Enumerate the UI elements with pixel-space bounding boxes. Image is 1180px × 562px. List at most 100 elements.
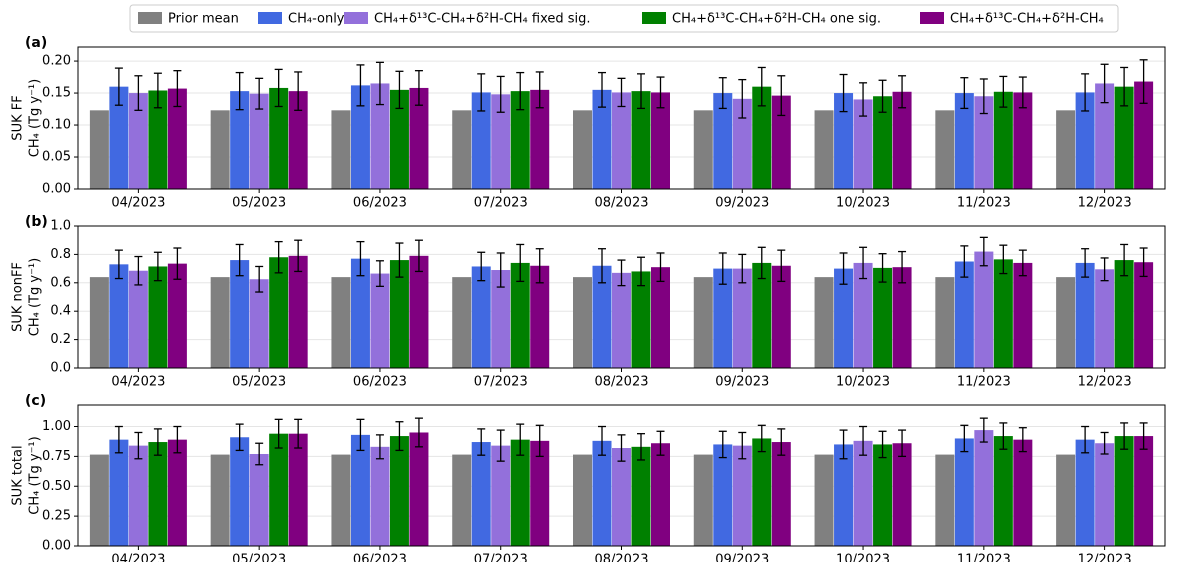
error-bar <box>999 244 1008 275</box>
error-bar <box>757 246 766 280</box>
bar <box>752 86 772 189</box>
y-tick-label: 0.15 <box>42 86 71 101</box>
bar <box>109 264 129 368</box>
error-bar <box>395 242 404 278</box>
error-bar <box>1139 422 1148 450</box>
bar <box>631 91 651 189</box>
bar <box>350 434 370 546</box>
bar <box>853 440 873 546</box>
y-tick-label: 0.20 <box>42 54 71 69</box>
bar <box>230 91 250 189</box>
error-bar <box>878 253 887 283</box>
error-bar <box>1081 248 1090 278</box>
bar <box>993 91 1013 189</box>
error-bar <box>516 243 525 283</box>
bar <box>834 93 854 189</box>
legend-label: Prior mean <box>168 12 239 27</box>
bar <box>853 99 873 189</box>
error-bar <box>738 431 747 460</box>
x-tick-label: 05/2023 <box>232 553 286 562</box>
bar <box>167 88 187 189</box>
legend-label: CH₄-only <box>288 12 345 27</box>
legend-swatch <box>344 12 368 24</box>
legend-label: CH₄+δ¹³C-CH₄+δ²H-CH₄ one sig. <box>672 12 881 27</box>
error-bar <box>738 253 747 284</box>
error-bar <box>235 71 244 111</box>
bar <box>592 440 612 546</box>
y-tick-label: 0.8 <box>50 247 71 262</box>
bar <box>693 277 713 368</box>
bar <box>974 430 994 546</box>
error-bar <box>1120 66 1129 107</box>
error-bar <box>496 75 505 113</box>
error-bar <box>153 251 162 282</box>
bar <box>452 454 472 546</box>
error-bar <box>1120 243 1129 277</box>
y-tick-label: 0.05 <box>42 150 71 165</box>
error-bar <box>777 428 786 456</box>
bar <box>230 260 250 368</box>
error-bar <box>1139 59 1148 104</box>
bar <box>892 443 912 546</box>
error-bar <box>294 418 303 449</box>
bar <box>409 255 429 368</box>
error-bar <box>477 251 486 282</box>
error-bar <box>898 250 907 284</box>
error-bar <box>718 252 727 285</box>
error-bar <box>1018 427 1027 453</box>
error-bar <box>535 424 544 458</box>
bar <box>853 262 873 368</box>
error-bar <box>153 428 162 456</box>
bar <box>631 446 651 546</box>
bar <box>935 277 955 368</box>
bar <box>713 93 733 189</box>
bar <box>128 93 148 189</box>
bar <box>210 277 230 368</box>
error-bar <box>496 429 505 462</box>
error-bar <box>375 260 384 288</box>
error-bar <box>255 265 264 293</box>
bar <box>331 454 351 546</box>
bar <box>651 267 670 368</box>
error-bar <box>757 66 766 107</box>
error-bar <box>979 417 988 443</box>
bar <box>1095 443 1115 546</box>
bar <box>452 110 472 189</box>
axes-frame <box>77 46 1166 190</box>
bar <box>491 445 511 546</box>
error-bar <box>356 418 365 452</box>
x-tick-label: 10/2023 <box>836 196 890 211</box>
x-tick-label: 07/2023 <box>474 196 528 211</box>
error-bar <box>516 423 525 456</box>
bar <box>148 266 168 368</box>
error-bar <box>718 430 727 459</box>
error-bar <box>1139 247 1148 278</box>
bar <box>350 85 370 189</box>
error-bar <box>859 425 868 456</box>
bar <box>89 277 109 368</box>
x-tick-label: 11/2023 <box>957 196 1011 211</box>
y-tick-label: 0.10 <box>42 118 71 133</box>
error-bar <box>617 434 626 462</box>
legend-label: CH₄+δ¹³C-CH₄+δ²H-CH₄ fixed sig. <box>374 12 591 27</box>
bar <box>1056 110 1076 189</box>
x-tick-label: 08/2023 <box>594 196 648 211</box>
error-bar <box>1100 257 1109 282</box>
bar <box>1056 454 1076 546</box>
bar <box>752 438 772 546</box>
error-bar <box>274 68 283 108</box>
bar <box>814 110 834 189</box>
bar <box>1134 262 1154 368</box>
error-bar <box>235 243 244 277</box>
error-bar <box>134 75 143 111</box>
bar <box>873 96 893 189</box>
error-bar <box>414 417 423 448</box>
bar <box>1114 86 1134 189</box>
bar <box>89 110 109 189</box>
error-bar <box>496 252 505 288</box>
bar <box>230 437 250 546</box>
x-tick-label: 11/2023 <box>957 375 1011 390</box>
bar <box>612 272 631 368</box>
error-bar <box>617 77 626 108</box>
bar <box>148 442 168 546</box>
